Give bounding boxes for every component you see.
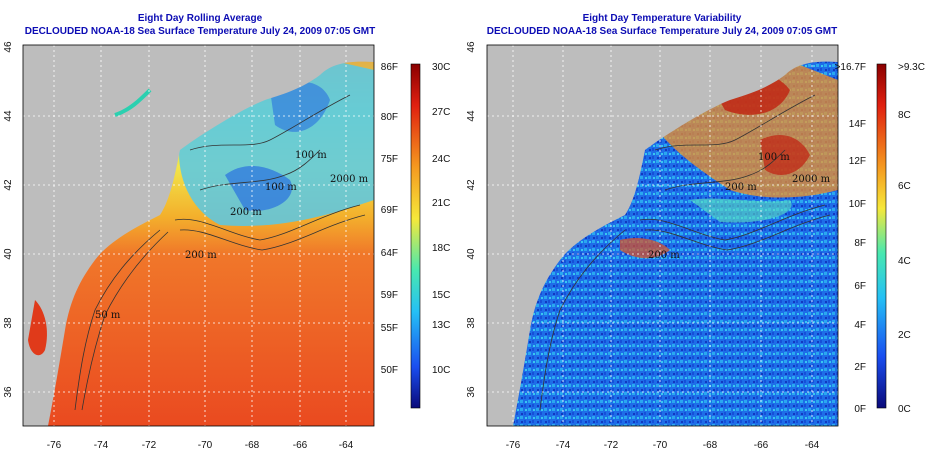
right-y-axis: 46 44 42 40 38 36 (466, 41, 477, 398)
left-map-title-line1: Eight Day Rolling Average (137, 13, 263, 24)
left-cb-c-0: 30C (432, 62, 450, 73)
right-colorbar-ramp (876, 63, 887, 409)
left-cb-f-2: 75F (381, 154, 398, 165)
right-x-tick-5: -66 (754, 440, 769, 451)
right-cb-f-8: 0F (854, 404, 866, 415)
left-cb-f-3: 69F (381, 205, 398, 216)
right-x-tick-6: -64 (805, 440, 820, 451)
right-cb-c-2: 6C (898, 181, 911, 192)
right-contour-label-2: 200 m (725, 182, 757, 193)
left-map-title-line2: DECLOUDED NOAA-18 Sea Surface Temperatur… (24, 26, 376, 37)
left-contour-label-1: 100 m (295, 150, 327, 161)
right-map-mid-zone (690, 198, 792, 223)
left-cb-f-4: 64F (381, 248, 398, 259)
left-y-tick-4: 38 (3, 317, 14, 329)
right-map-grid (487, 45, 838, 426)
right-y-tick-5: 36 (466, 386, 477, 398)
left-map: 100 m 100 m 200 m 200 m 50 m 2000 m (23, 45, 374, 426)
right-x-tick-2: -72 (604, 440, 619, 451)
right-cb-f-6: 4F (854, 320, 866, 331)
right-map-land (487, 45, 838, 426)
right-cb-c-4: 2C (898, 330, 911, 341)
right-x-tick-4: -68 (703, 440, 718, 451)
left-colorbar-ramp (410, 63, 421, 409)
left-x-tick-0: -76 (47, 440, 62, 451)
right-contour-label-3: 200 m (648, 250, 680, 261)
left-map-lake (114, 88, 152, 117)
right-colorbar: >16.7F 14F 12F 10F 8F 6F 4F 2F 0F >9.3C … (835, 62, 925, 415)
left-cb-c-5: 15C (432, 290, 450, 301)
right-x-axis: -76 -74 -72 -70 -68 -66 -64 (506, 440, 820, 451)
left-x-tick-4: -68 (245, 440, 260, 451)
right-map: 100 m 200 m 200 m 2000 m (487, 45, 838, 426)
left-cb-c-4: 18C (432, 243, 450, 254)
left-y-tick-1: 44 (3, 110, 14, 122)
left-cb-f-5: 59F (381, 290, 398, 301)
right-x-tick-1: -74 (556, 440, 571, 451)
right-cb-f-4: 8F (854, 238, 866, 249)
left-cb-c-3: 21C (432, 198, 450, 209)
right-cb-f-1: 14F (849, 119, 866, 130)
left-x-tick-2: -72 (142, 440, 157, 451)
left-colorbar: 86F 80F 75F 69F 64F 59F 55F 50F 30C 27C … (381, 62, 450, 409)
left-map-contours (74, 94, 366, 411)
right-y-tick-4: 38 (466, 317, 477, 329)
left-cb-f-6: 55F (381, 323, 398, 334)
left-map-land (23, 45, 374, 426)
right-y-tick-3: 40 (466, 248, 477, 260)
left-x-tick-5: -66 (293, 440, 308, 451)
left-contour-label-2: 100 m (265, 182, 297, 193)
right-cb-f-3: 10F (849, 199, 866, 210)
left-map-georges-cold (225, 165, 292, 211)
left-y-tick-2: 42 (3, 179, 14, 191)
left-cb-c-1: 27C (432, 107, 450, 118)
right-cb-c-1: 8C (898, 110, 911, 121)
left-y-tick-5: 36 (3, 386, 14, 398)
left-cb-c-6: 13C (432, 320, 450, 331)
left-cb-f-0: 86F (381, 62, 398, 73)
right-map-title-line2: DECLOUDED NOAA-18 Sea Surface Temperatur… (486, 26, 838, 37)
right-map-title: Eight Day Temperature Variability DECLOU… (462, 12, 862, 38)
left-contour-label-3: 200 m (185, 250, 217, 261)
left-x-tick-1: -74 (94, 440, 109, 451)
left-contour-label-4: 200 m (230, 207, 262, 218)
right-map-hot-zone-3 (620, 238, 670, 259)
left-map-grid (23, 45, 374, 426)
right-map-frame (486, 44, 839, 427)
right-cb-f-5: 6F (854, 281, 866, 292)
left-contour-label-6: 2000 m (330, 174, 369, 185)
right-cb-c-3: 4C (898, 256, 911, 267)
right-cb-f-7: 2F (854, 362, 866, 373)
right-cb-c-0: >9.3C (898, 62, 925, 73)
left-cb-c-7: 10C (432, 365, 450, 376)
right-cb-f-2: 12F (849, 156, 866, 167)
right-map-hot-zone-2 (760, 135, 810, 175)
left-y-axis: 46 44 42 40 38 36 (3, 41, 14, 398)
left-x-tick-3: -70 (198, 440, 213, 451)
right-x-tick-0: -76 (506, 440, 521, 451)
right-x-tick-3: -70 (653, 440, 668, 451)
right-y-tick-1: 44 (466, 110, 477, 122)
left-cb-f-1: 80F (381, 112, 398, 123)
right-y-tick-0: 46 (466, 41, 477, 53)
right-cb-c-5: 0C (898, 404, 911, 415)
left-x-tick-6: -64 (339, 440, 354, 451)
left-y-tick-0: 46 (3, 41, 14, 53)
right-map-title-line1: Eight Day Temperature Variability (582, 13, 742, 24)
left-map-frame (22, 44, 375, 427)
right-cb-f-0: >16.7F (835, 62, 866, 73)
left-cb-c-2: 24C (432, 154, 450, 165)
left-x-axis: -76 -74 -72 -70 -68 -66 -64 (47, 440, 354, 451)
left-y-tick-3: 40 (3, 248, 14, 260)
right-y-tick-2: 42 (466, 179, 477, 191)
left-map-bay (28, 300, 47, 356)
left-cb-f-7: 50F (381, 365, 398, 376)
left-contour-label-5: 50 m (95, 310, 121, 321)
right-contour-label-4: 2000 m (792, 174, 831, 185)
left-map-title: Eight Day Rolling Average DECLOUDED NOAA… (0, 12, 400, 38)
right-contour-label-1: 100 m (758, 152, 790, 163)
